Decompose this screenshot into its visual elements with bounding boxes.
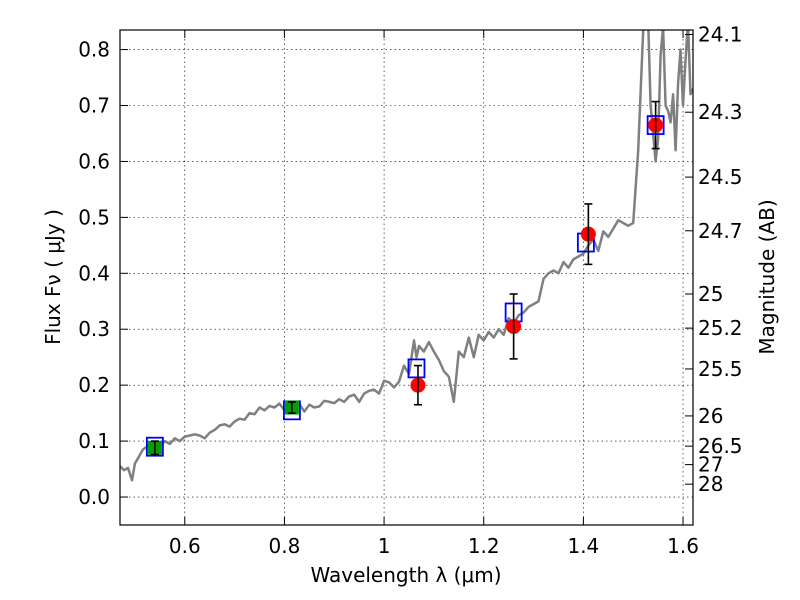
grid-lines: [120, 30, 693, 525]
y-tick-label: 0.8: [78, 38, 110, 62]
x-tick-label: 0.8: [269, 534, 301, 558]
right-tick-label: 24.7: [698, 219, 743, 243]
right-axis-label: Magnitude (AB): [755, 199, 779, 354]
right-tick-label: 28: [698, 472, 723, 496]
y-tick-label: 0.5: [78, 205, 110, 229]
x-tick-label: 0.6: [169, 534, 201, 558]
right-tick-label: 25.5: [698, 357, 743, 381]
right-tick-label: 24.1: [698, 22, 743, 46]
y-tick-label: 0.1: [78, 429, 110, 453]
x-tick-label: 1.2: [468, 534, 500, 558]
y-tick-label: 0.2: [78, 373, 110, 397]
right-tick-label: 25.2: [698, 316, 743, 340]
right-tick-label: 26: [698, 404, 723, 428]
y-tick-label: 0.7: [78, 94, 110, 118]
right-tick-label: 24.3: [698, 100, 743, 124]
model-spectrum-line: [120, 30, 693, 482]
plot-area: [120, 30, 693, 525]
right-tick-label: 25: [698, 282, 723, 306]
y-tick-label: 0.0: [78, 485, 110, 509]
y-axis-label: Flux Fν ( μJy ): [41, 209, 65, 345]
right-tick-label: 26.5: [698, 434, 743, 458]
model-flux-square: [407, 358, 426, 379]
axes: 0.6 0.8 1 1.2 1.4 1.6 0.0 0.1 0.2 0.3 0.4 0.5 0.6 0.7…: [78, 22, 742, 558]
model-flux-square: [145, 436, 164, 457]
x-axis-label: Wavelength λ (μm): [310, 563, 501, 587]
right-tick-label: 24.5: [698, 165, 743, 189]
data-layer: [120, 30, 693, 482]
y-tick-label: 0.6: [78, 149, 110, 173]
y-tick-label: 0.4: [78, 261, 110, 285]
x-tick-label: 1: [378, 534, 391, 558]
plot-frame: [119, 29, 694, 526]
right-tick-label: 27: [698, 453, 723, 477]
x-tick-label: 1.4: [567, 534, 599, 558]
y-tick-label: 0.3: [78, 317, 110, 341]
x-tick-label: 1.6: [667, 534, 699, 558]
